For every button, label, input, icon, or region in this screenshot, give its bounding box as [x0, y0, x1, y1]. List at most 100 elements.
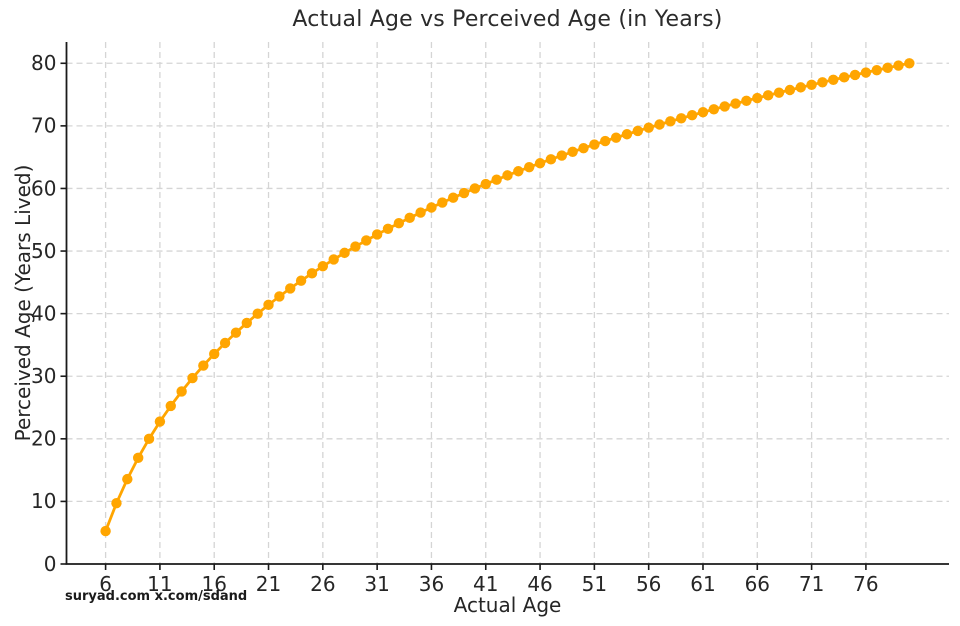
x-tick-label: 76 — [853, 572, 878, 596]
data-point — [274, 291, 285, 302]
data-point — [122, 473, 133, 485]
data-point — [686, 110, 698, 121]
data-point — [447, 192, 459, 203]
data-point — [838, 72, 850, 83]
data-point — [111, 498, 122, 509]
data-point — [143, 433, 155, 445]
data-point — [828, 74, 839, 86]
data-point — [610, 132, 622, 143]
x-axis-label: Actual Age — [453, 593, 562, 617]
y-tick-label: 60 — [31, 176, 56, 200]
data-point — [556, 150, 567, 161]
data-point — [393, 218, 405, 229]
data-point — [491, 174, 502, 185]
data-point — [545, 154, 557, 165]
x-tick-label: 36 — [419, 572, 444, 596]
x-tick-label: 11 — [147, 572, 172, 596]
data-point — [295, 275, 307, 286]
data-point — [198, 360, 209, 371]
data-point — [697, 107, 709, 118]
data-point — [209, 348, 220, 360]
x-tick-label: 71 — [799, 572, 824, 596]
data-point — [773, 87, 785, 98]
data-point — [784, 84, 796, 96]
y-tick-label: 80 — [31, 51, 56, 75]
data-point — [306, 268, 318, 279]
data-point — [752, 92, 763, 104]
x-tick-label: 56 — [636, 572, 661, 596]
x-tick-label: 46 — [527, 572, 552, 596]
data-point — [513, 166, 524, 177]
data-point — [187, 372, 198, 384]
data-point — [382, 223, 394, 234]
data-point — [567, 146, 578, 157]
data-point — [893, 60, 904, 71]
x-tick-label: 26 — [310, 572, 335, 596]
data-point — [524, 161, 535, 173]
y-tick-label: 50 — [31, 239, 56, 263]
x-tick-label: 51 — [582, 572, 607, 596]
data-point — [285, 283, 296, 294]
data-point — [404, 212, 415, 224]
data-point — [339, 247, 350, 259]
x-tick-label: 41 — [473, 572, 498, 596]
y-tick-label: 30 — [31, 364, 56, 388]
data-point — [904, 58, 915, 69]
data-point — [361, 235, 372, 246]
data-point — [643, 122, 654, 133]
data-point — [317, 261, 329, 272]
x-tick-label: 6 — [99, 572, 112, 596]
data-point — [578, 142, 589, 154]
data-point — [415, 207, 426, 218]
data-point — [132, 452, 144, 464]
data-point — [165, 400, 176, 412]
x-tick-label: 16 — [201, 572, 226, 596]
data-point — [426, 202, 437, 213]
y-tick-label: 70 — [31, 114, 56, 138]
data-point — [882, 62, 893, 74]
x-tick-label: 31 — [364, 572, 389, 596]
perceived-age-line — [104, 61, 911, 533]
data-point — [860, 67, 872, 78]
data-point — [480, 178, 491, 190]
data-point — [741, 95, 752, 106]
data-point — [708, 104, 720, 115]
data-point — [719, 101, 730, 112]
data-point — [328, 254, 339, 265]
data-point — [871, 64, 882, 76]
data-point — [730, 98, 741, 109]
data-point — [241, 317, 252, 329]
x-tick-label: 66 — [745, 572, 770, 596]
data-point — [100, 525, 111, 537]
data-point — [252, 308, 263, 319]
y-tick-label: 0 — [44, 552, 57, 576]
data-point — [632, 125, 644, 137]
data-point — [154, 416, 166, 427]
y-axis-label: Perceived Age (Years Lived) — [11, 164, 35, 442]
data-point — [437, 197, 448, 208]
data-point — [469, 183, 481, 194]
chart-title: Actual Age vs Perceived Age (in Years) — [292, 7, 723, 32]
x-tick-label: 61 — [690, 572, 715, 596]
data-point — [263, 299, 274, 311]
data-point — [458, 187, 470, 199]
data-point — [665, 116, 676, 127]
y-tick-label: 20 — [31, 427, 56, 451]
data-point — [589, 139, 600, 150]
data-point — [230, 327, 242, 338]
data-point — [654, 119, 665, 130]
x-tick-label: 21 — [256, 572, 281, 596]
data-point — [806, 79, 817, 91]
data-point — [502, 170, 513, 181]
data-point — [534, 158, 546, 169]
data-point — [795, 82, 806, 93]
data-point — [371, 229, 383, 240]
data-point — [350, 241, 361, 252]
watermark: suryad.com x.com/sdand — [65, 589, 248, 604]
y-tick-label: 10 — [31, 489, 56, 513]
data-point — [600, 135, 611, 147]
data-point — [219, 337, 231, 349]
data-point — [817, 77, 828, 88]
